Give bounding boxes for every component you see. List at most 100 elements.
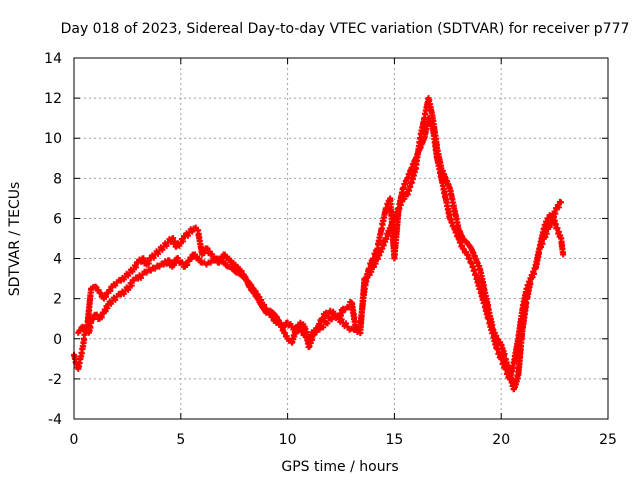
y-tick-label: 10 [44,131,62,147]
data-point-interp [441,173,448,180]
x-tick-label: 20 [492,432,510,448]
data-point-interp [372,260,379,267]
data-point-interp [550,214,557,221]
data-point-interp [320,324,327,331]
data-point-interp [446,211,453,218]
data-point-interp [283,333,290,340]
data-point-interp [467,243,474,250]
data-point-interp [209,251,216,258]
data-point-interp [137,274,144,281]
data-point-interp [330,308,337,315]
data-point-interp [375,255,382,262]
data-point-interp [552,210,559,217]
data-point-interp [81,336,88,343]
data-point-interp [170,235,177,242]
data-point-interp [234,263,241,270]
data-point-interp [530,270,537,277]
data-point-interp [404,191,411,198]
data-point-interp [514,375,521,382]
data-point-interp [125,272,132,279]
data-point-interp [192,251,199,258]
y-tick-label: -2 [48,372,62,388]
data-point-interp [476,263,483,270]
data-point-interp [559,249,566,256]
data-point-interp [450,202,457,209]
x-tick-label: 0 [70,432,79,448]
data-point-interp [370,263,377,270]
data-point-interp [471,266,478,273]
data-point-interp [376,252,383,259]
data-point-interp [539,240,546,247]
axis-ticks: 0 5 10 15 20 25 -4 -2 0 2 4 6 8 10 12 14 [44,51,617,448]
y-tick-label: 8 [53,171,62,187]
data-point-interp [366,271,373,278]
y-tick-label: 6 [53,211,62,227]
data-point-interp [433,141,440,148]
data-point-interp [555,204,562,211]
data-point-interp [287,320,294,327]
data-point-interp [459,242,466,249]
data-point-interp [221,251,228,258]
x-tick-label: 5 [176,432,185,448]
data-point-interp [179,259,186,266]
y-tick-label: -4 [48,412,62,428]
data-point-interp [542,234,549,241]
y-tick-label: 0 [53,332,62,348]
data-point-interp [527,280,534,287]
data-point-interp [270,310,277,317]
data-point-interp [462,238,469,245]
data-point-interp [501,350,508,357]
x-tick-label: 15 [385,432,403,448]
data-point-interp [230,259,237,266]
x-tick-label: 10 [279,432,297,448]
data-point-interp [179,238,186,245]
data-point-interp [313,328,320,335]
data-point-interp [171,238,178,245]
data-point-interp [141,268,148,275]
data-point-interp [338,312,344,319]
data-point-interp [176,242,183,249]
data-point-interp [342,306,349,313]
data-point-interp [108,300,115,307]
data-point-interp [104,305,111,312]
data-point-interp [129,277,136,284]
data-point-interp [438,162,445,169]
data-point-interp [318,319,325,326]
data-point-interp [223,262,230,269]
data-point-interp [543,230,550,237]
data-point-interp [129,268,136,275]
data-point-interp [226,255,233,262]
x-axis-label: GPS time / hours [281,459,398,475]
data-point-interp [377,248,384,255]
data-point-interp [150,264,157,271]
data-point-interp [446,183,453,190]
data-point-interp [493,332,500,339]
data-point-interp [184,232,191,239]
data-point-interp [132,264,139,271]
y-axis-label: SDTVAR / TECUs [7,182,23,297]
y-tick-label: 12 [44,91,62,107]
data-point-interp [185,257,192,264]
data-point-interp [368,268,375,275]
data-point-interp [155,250,162,257]
data-point-interp [125,286,132,293]
data-point-interp [380,242,387,249]
data-point-interp [379,245,386,252]
data-point-interp [321,312,328,319]
data-point-interp [93,311,100,318]
data-point-interp [231,268,238,275]
data-point-interp [189,228,196,235]
data-point-interp [95,315,102,322]
data-point-interp [238,268,245,275]
chart-title: Day 018 of 2023, Sidereal Day-to-day VTE… [61,21,630,37]
data-point-interp [102,308,109,315]
data-point-interp [128,282,135,289]
plot-frame [73,57,609,420]
data-point-interp [107,287,114,294]
data-point-interp [120,276,127,283]
data-point-interp [328,316,335,323]
y-tick-label: 4 [53,252,62,268]
data-point-interp [548,220,555,227]
data-point-interp [214,259,221,266]
data-point-interp [258,301,265,308]
